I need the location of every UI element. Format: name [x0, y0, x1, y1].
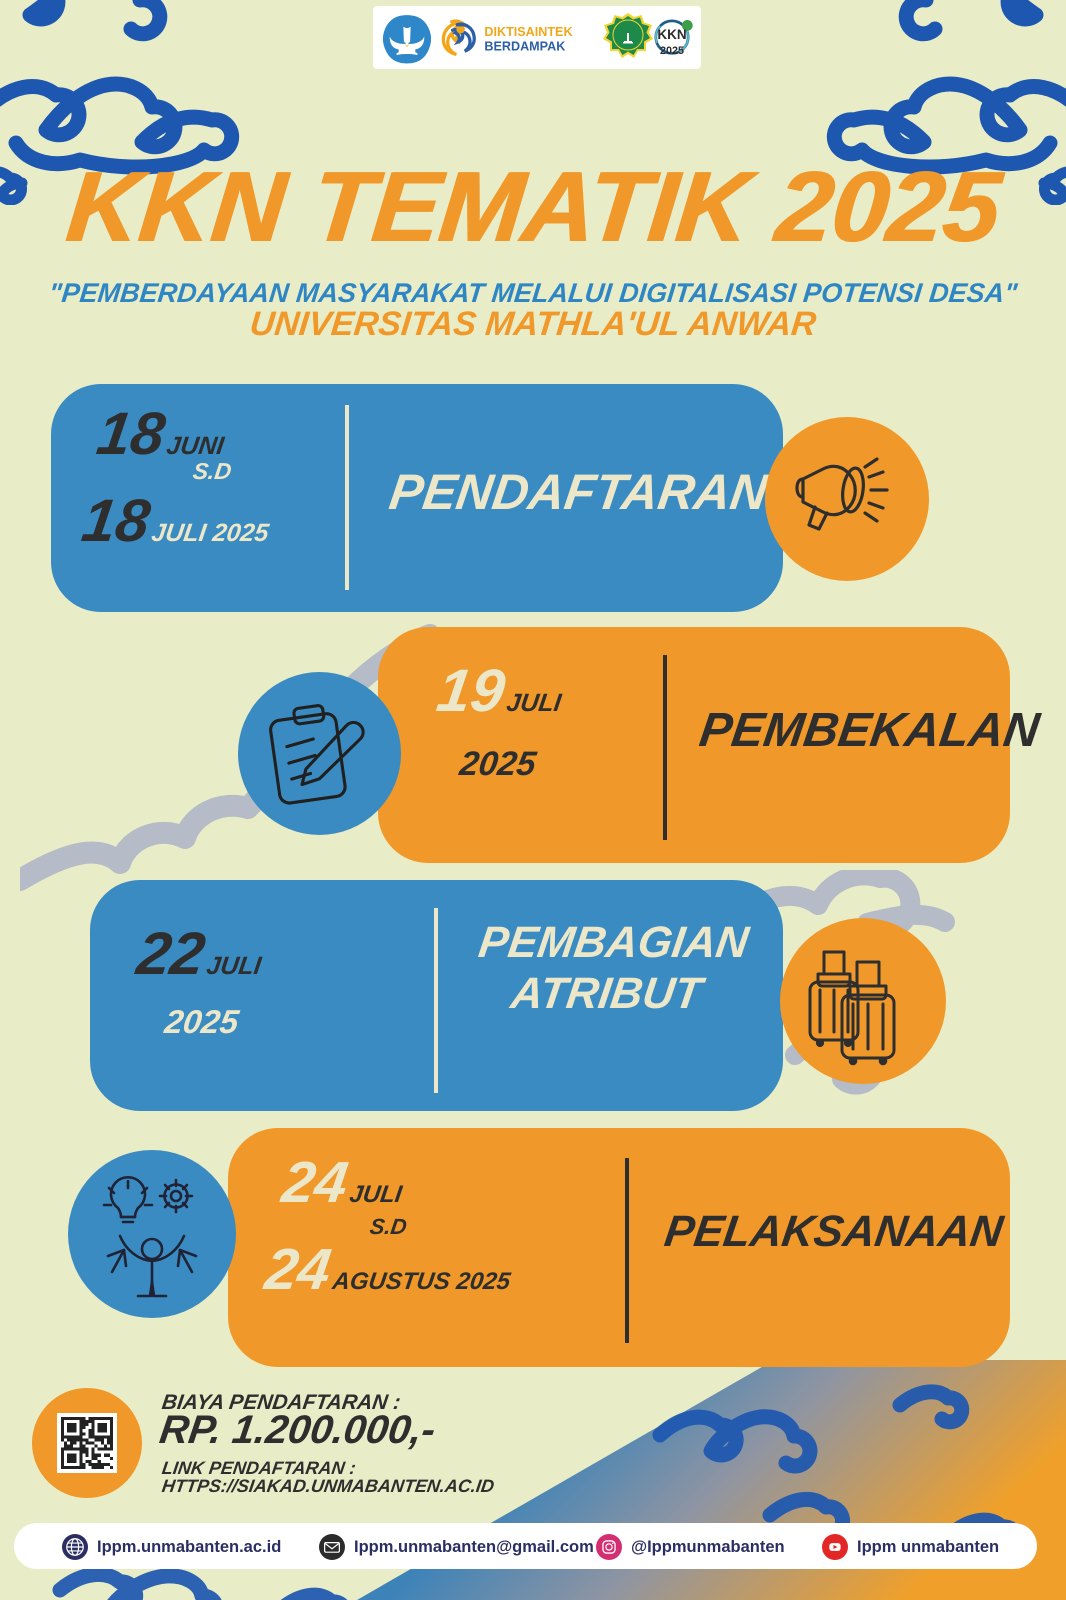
- svg-text:BERDAMPAK: BERDAMPAK: [484, 40, 565, 54]
- svg-text:KKN: KKN: [657, 27, 686, 42]
- svg-text:DIKTISAINTEK: DIKTISAINTEK: [484, 25, 572, 39]
- svg-text:2025: 2025: [660, 45, 684, 57]
